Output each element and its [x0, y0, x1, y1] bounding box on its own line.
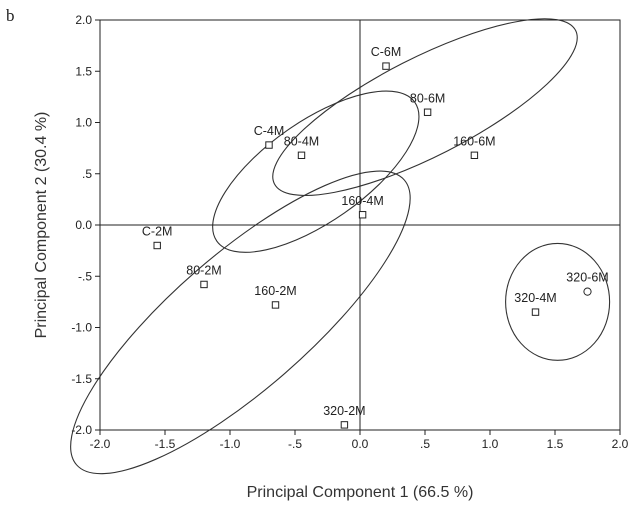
data-point-label: 80-2M — [186, 263, 221, 277]
data-point-label: 80-6M — [410, 91, 445, 105]
cluster-ellipse — [212, 90, 420, 253]
panel-label: b — [6, 6, 15, 25]
y-tick-label: -1.0 — [71, 321, 92, 335]
x-tick-label: -1.5 — [155, 437, 176, 451]
data-point-label: 160-4M — [341, 194, 383, 208]
data-point-marker — [297, 151, 306, 160]
data-point-marker — [153, 241, 161, 250]
y-tick-label: 0.0 — [75, 218, 92, 232]
y-tick-label: 1.0 — [75, 116, 92, 130]
y-tick-label: .5 — [82, 167, 92, 181]
cluster-ellipses — [70, 18, 611, 475]
data-point-marker — [583, 287, 592, 296]
data-point-label: 320-4M — [514, 291, 556, 305]
data-point-label: 320-6M — [566, 271, 608, 285]
y-axis-title: Principal Component 2 (30.4 %) — [33, 112, 50, 339]
data-point-marker — [382, 62, 390, 70]
x-tick-label: 1.0 — [482, 437, 499, 451]
y-tick-label: -1.5 — [71, 372, 92, 386]
data-point-marker — [531, 308, 540, 316]
data-point-marker — [423, 108, 432, 116]
data-point-marker — [358, 211, 367, 219]
x-tick-label: -1.0 — [220, 437, 241, 451]
y-tick-label: -.5 — [78, 269, 92, 283]
y-tick-label: 1.5 — [75, 64, 92, 78]
y-tick-label: -2.0 — [71, 423, 92, 437]
x-tick-label: 1.5 — [547, 437, 564, 451]
data-point-label: C-6M — [371, 45, 402, 59]
x-tick-label: 0.0 — [352, 437, 369, 451]
data-point-label: C-4M — [254, 124, 285, 138]
data-point-marker — [200, 280, 208, 289]
cluster-ellipse — [272, 18, 578, 197]
x-tick-label: .5 — [420, 437, 430, 451]
y-tick-label: 2.0 — [75, 13, 92, 27]
data-point-label: C-2M — [142, 225, 173, 239]
data-point-marker — [340, 421, 349, 429]
data-point-marker — [265, 141, 273, 149]
x-tick-label: 2.0 — [612, 437, 629, 451]
axis-ticks: -2.0 -1.5 -1.0 -.5 0.0 .5 1.0 1.5 2.0 2.0 1.5 1.0 .5… — [71, 13, 628, 451]
data-point-marker — [271, 301, 280, 309]
data-point-label: 160-6M — [453, 134, 495, 148]
data-point-marker — [470, 151, 479, 160]
data-point-label: 160-2M — [254, 284, 296, 298]
data-point-label: 80-4M — [284, 134, 319, 148]
x-tick-label: -2.0 — [90, 437, 111, 451]
cluster-ellipse — [70, 170, 411, 475]
x-tick-label: -.5 — [288, 437, 302, 451]
data-point-label: 320-2M — [323, 404, 365, 418]
x-axis-title: Principal Component 1 (66.5 %) — [247, 484, 474, 501]
cluster-ellipse — [505, 242, 611, 361]
